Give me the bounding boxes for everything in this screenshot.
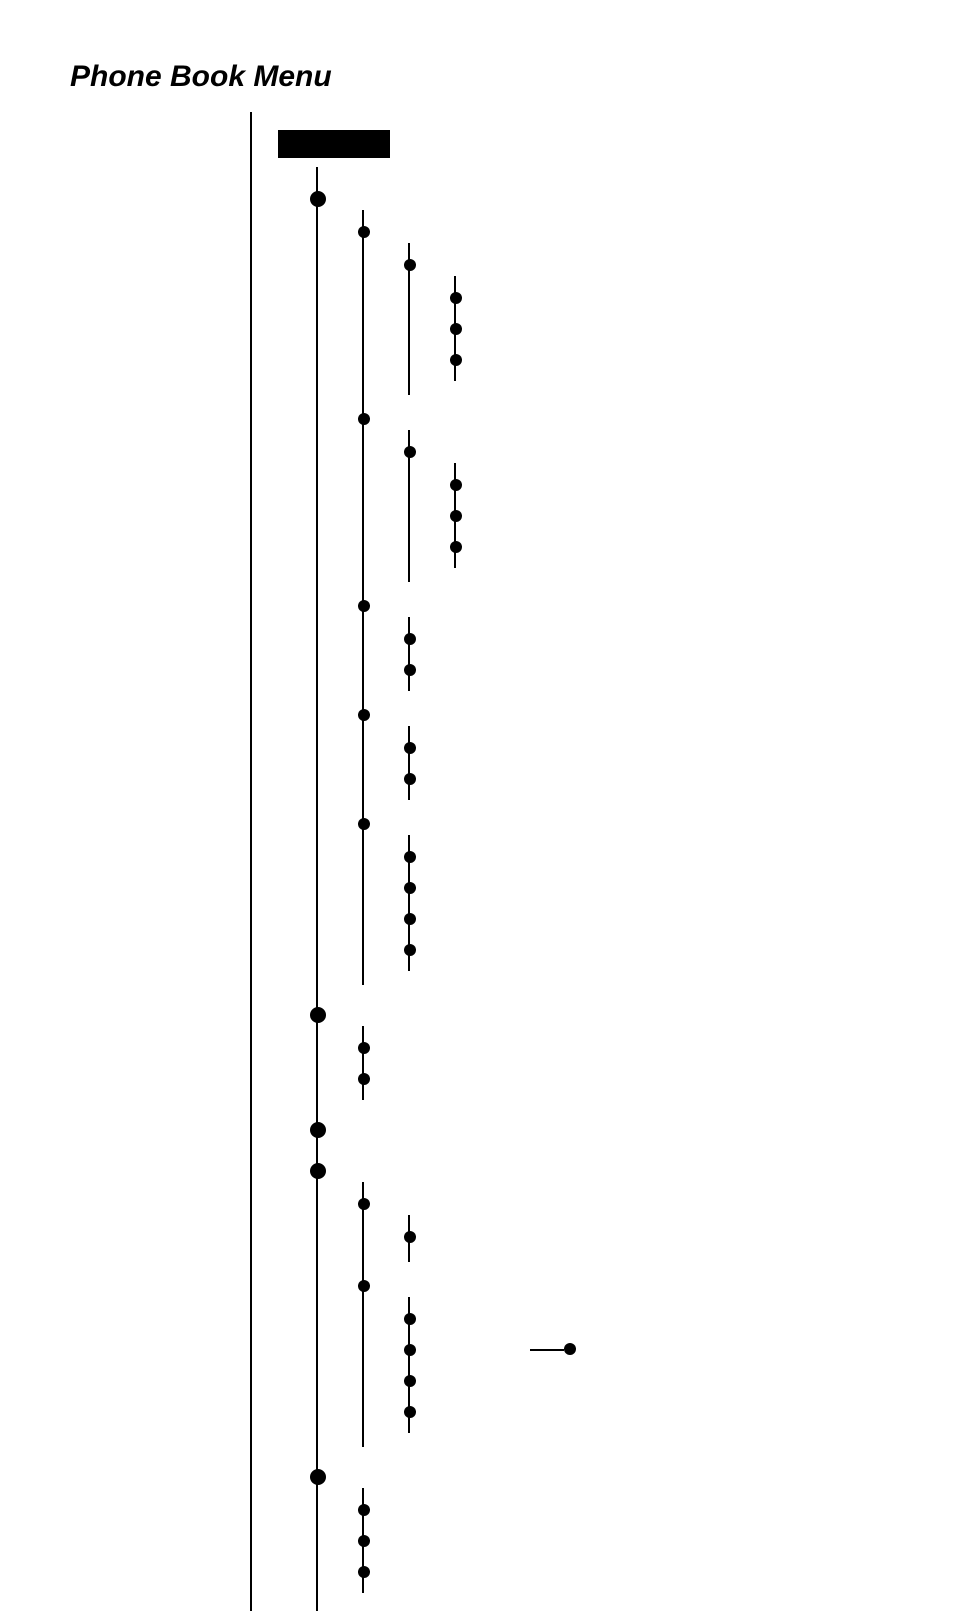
tree-node [410,249,884,385]
tree-node [318,183,884,989]
tree-node [364,1494,884,1525]
level-4 [454,276,884,381]
level-3 [408,430,884,582]
bullet-icon [404,1375,416,1387]
tree-node [456,282,884,313]
bullet-icon [358,709,370,721]
bullet-icon [450,323,462,335]
bullet-icon [450,479,462,491]
bullet-icon [404,1406,416,1418]
bullet-icon [358,600,370,612]
connector-line [530,1349,564,1351]
bullet-icon [404,1344,416,1356]
tree-node [410,1334,884,1365]
bullet-icon [358,1280,370,1292]
tree-node [456,469,884,500]
level-2 [362,1182,884,1447]
page: Phone Book Menu [0,0,954,1493]
bullet-icon [404,446,416,458]
tree-node [318,1155,884,1451]
tree-node [364,216,884,399]
bullet-icon [358,1042,370,1054]
tree-node [410,1221,884,1252]
bullet-icon [404,1313,416,1325]
bullet-icon [404,882,416,894]
level-3 [408,1215,884,1262]
tree-node [364,1270,884,1437]
bullet-icon [404,742,416,754]
bullet-icon [310,1007,326,1023]
tree-node [410,654,884,685]
level-2 [362,1026,884,1100]
tree-node [318,1114,884,1145]
tree-node [364,1556,884,1587]
bullet-icon [404,259,416,271]
level-3 [408,243,884,395]
tree-node [364,590,884,695]
tree-node [410,623,884,654]
tree-node [364,808,884,975]
bullet-icon [358,818,370,830]
bullet-icon [310,1122,326,1138]
bullet-icon [358,1504,370,1516]
bullet-icon [450,541,462,553]
level-1 [316,167,884,1611]
bullet-icon [310,191,326,207]
bullet-icon [404,851,416,863]
level-3 [408,617,884,691]
level-3 [408,835,884,971]
level-3 [408,726,884,800]
bullet-icon [404,633,416,645]
tree-node [364,1063,884,1094]
bullet-icon [450,354,462,366]
bullet-icon [358,1566,370,1578]
bullet-icon [564,1343,576,1355]
tree-node [456,531,884,562]
bullet-icon [310,1163,326,1179]
bullet-icon [404,1231,416,1243]
tree-node [318,999,884,1104]
tree-node [410,732,884,763]
bullet-icon [358,1073,370,1085]
tree-node [318,1461,884,1597]
bullet-icon [404,773,416,785]
bullet-icon [404,664,416,676]
tree-node [410,903,884,934]
tree-root [278,130,390,158]
bullet-icon [358,1535,370,1547]
tree-node [364,699,884,804]
page-title: Phone Book Menu [70,60,884,94]
tree-node [456,344,884,375]
tree-node [410,841,884,872]
tree-node [410,1396,884,1427]
tree-node [364,403,884,586]
tree-node [410,1365,884,1396]
menu-tree [250,112,884,1611]
tree-node [456,313,884,344]
tree-node [364,1525,884,1556]
tree-node [410,436,884,572]
tree-node [410,934,884,965]
bullet-icon [404,913,416,925]
bullet-icon [358,1198,370,1210]
level-2 [362,1488,884,1593]
bullet-icon [358,226,370,238]
tree-node [364,1032,884,1063]
bullet-icon [310,1469,326,1485]
tree-node [410,763,884,794]
tree-node [364,1188,884,1266]
tree-node [410,872,884,903]
level-3 [408,1297,884,1433]
bullet-icon [358,413,370,425]
bullet-icon [404,944,416,956]
level-2 [362,210,884,985]
tree-node [410,1303,884,1334]
bullet-icon [450,510,462,522]
tree-node [456,500,884,531]
bullet-icon [450,292,462,304]
level-4 [454,463,884,568]
